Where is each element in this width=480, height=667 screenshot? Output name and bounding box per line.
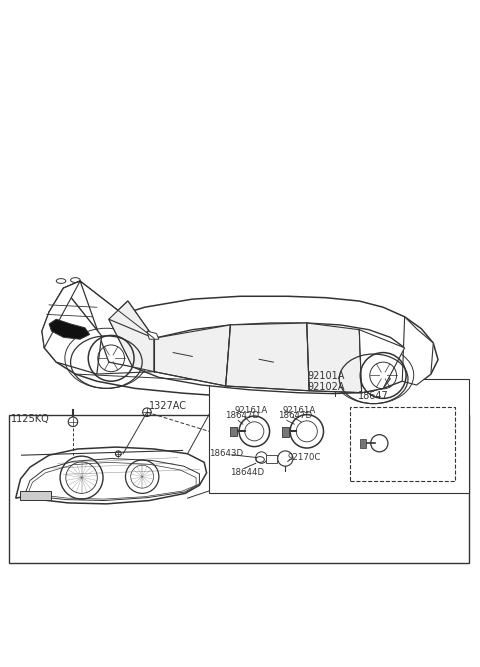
Polygon shape [102, 301, 412, 394]
Text: 92161A: 92161A [283, 406, 316, 415]
Polygon shape [307, 323, 362, 393]
Bar [350, 408, 455, 482]
Bar [1, 95, 479, 400]
Polygon shape [44, 288, 102, 374]
Text: 18647: 18647 [359, 392, 389, 402]
Text: 92101A
92102A: 92101A 92102A [307, 371, 345, 392]
Polygon shape [281, 427, 288, 437]
Text: 18643D: 18643D [209, 450, 243, 458]
Polygon shape [266, 455, 277, 464]
Bar [9, 415, 469, 562]
Polygon shape [109, 301, 154, 367]
Polygon shape [154, 325, 230, 386]
Polygon shape [402, 317, 433, 385]
Polygon shape [63, 281, 109, 336]
Text: 92161A: 92161A [234, 406, 267, 415]
Text: 1125KQ: 1125KQ [11, 414, 50, 424]
Polygon shape [42, 281, 438, 400]
Polygon shape [80, 281, 154, 367]
Polygon shape [230, 427, 237, 436]
Text: 92170C: 92170C [288, 454, 321, 462]
Text: 18647D: 18647D [278, 412, 312, 420]
Polygon shape [147, 331, 159, 340]
Polygon shape [28, 462, 196, 499]
Polygon shape [360, 440, 366, 448]
Text: 1327AC: 1327AC [149, 401, 187, 411]
Polygon shape [49, 319, 90, 340]
Text: 18644D: 18644D [230, 468, 264, 477]
Bar [209, 379, 469, 494]
Polygon shape [226, 323, 309, 391]
Polygon shape [360, 329, 405, 393]
Polygon shape [109, 319, 154, 372]
Polygon shape [42, 281, 80, 348]
Polygon shape [362, 372, 390, 393]
Polygon shape [24, 458, 199, 500]
Bar [20, 491, 50, 500]
Polygon shape [16, 447, 206, 504]
Text: 18647D: 18647D [225, 412, 259, 420]
